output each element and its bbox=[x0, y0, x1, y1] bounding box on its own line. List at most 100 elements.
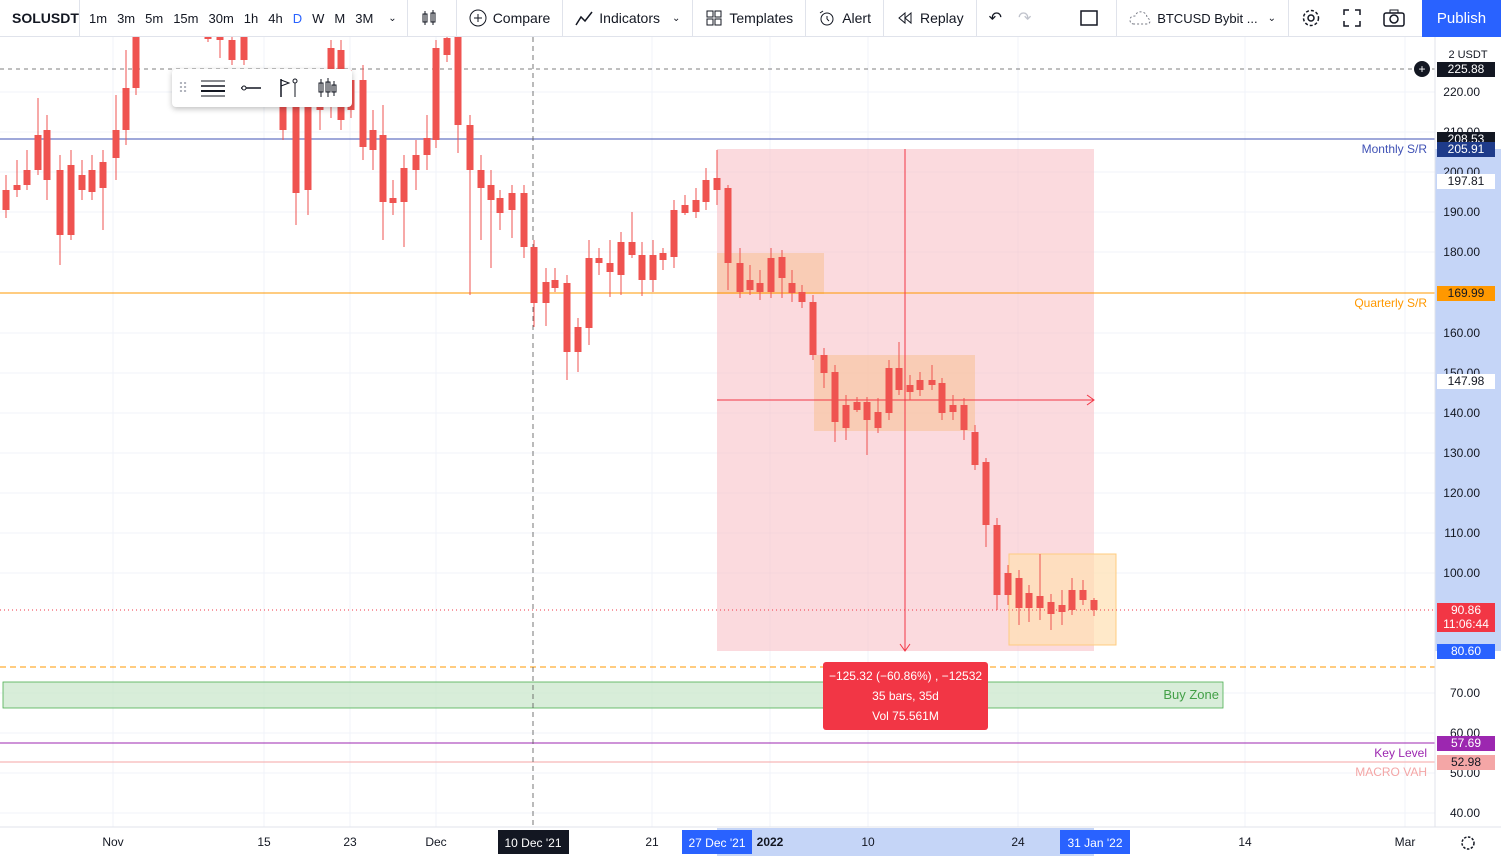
candle-body bbox=[659, 253, 667, 260]
candle-body bbox=[842, 405, 850, 428]
price-label: 57.69 bbox=[1451, 736, 1481, 750]
compare-button[interactable]: Compare bbox=[461, 0, 559, 37]
price-label-bg bbox=[1437, 142, 1495, 157]
replay-label: Replay bbox=[919, 10, 964, 26]
macro-vah-label: MACRO VAH bbox=[1355, 765, 1427, 779]
divider bbox=[882, 0, 884, 37]
line-style-button[interactable] bbox=[194, 69, 232, 107]
bar-style-button[interactable] bbox=[412, 0, 452, 37]
undo-button[interactable]: ↶ bbox=[981, 0, 1010, 37]
horizontal-line-button[interactable] bbox=[232, 69, 270, 107]
symbol-search[interactable]: SOLUSDT bbox=[0, 0, 80, 37]
drag-handle[interactable]: ⠿ bbox=[177, 79, 189, 96]
candles-icon bbox=[422, 10, 436, 25]
candle-body bbox=[713, 178, 721, 190]
price-tick-label: 190.00 bbox=[1443, 205, 1480, 219]
flag-tool-button[interactable] bbox=[270, 69, 308, 107]
time-tick-label: 24 bbox=[1011, 835, 1025, 849]
snapshot-button[interactable] bbox=[1375, 0, 1419, 37]
alert-button[interactable]: Alert bbox=[810, 0, 879, 37]
candle-body bbox=[216, 37, 224, 40]
chart-pane[interactable]: Monthly S/R Quarterly S/R Buy Zone Key L… bbox=[0, 37, 1501, 861]
candle-body bbox=[788, 283, 796, 293]
measure-change: −125.32 (−60.86%) , −12532 bbox=[828, 669, 983, 683]
divider bbox=[406, 0, 408, 37]
quarterly-sr-label: Quarterly S/R bbox=[1354, 296, 1427, 310]
interval-3M[interactable]: 3M bbox=[355, 10, 374, 26]
indicators-button[interactable]: Indicators ⌄ bbox=[567, 0, 688, 37]
line-width-icon bbox=[201, 80, 225, 97]
settings-button[interactable] bbox=[1293, 0, 1335, 37]
candle-body bbox=[874, 412, 882, 428]
candle-series bbox=[2, 37, 1098, 630]
divider bbox=[975, 0, 977, 37]
measure-arrowhead-down bbox=[899, 643, 911, 652]
price-label: 169.99 bbox=[1448, 286, 1485, 300]
candle-body bbox=[530, 247, 538, 303]
candle-body bbox=[831, 372, 839, 422]
add-level-icon[interactable] bbox=[1414, 61, 1430, 77]
candle-body bbox=[895, 368, 903, 390]
price-axis-currency: 2 USDT bbox=[1448, 49, 1487, 61]
candle-body bbox=[508, 193, 516, 210]
candle-body bbox=[379, 135, 387, 202]
candle-body bbox=[496, 198, 504, 213]
time-ticks: Nov 15 23 Dec 21 2022 10 24 14 Mar bbox=[102, 835, 1415, 849]
price-tick-label: 140.00 bbox=[1443, 406, 1480, 420]
time-axis-settings[interactable] bbox=[1461, 836, 1475, 850]
candle-body bbox=[112, 130, 120, 158]
candle-body bbox=[88, 170, 96, 192]
candle-body bbox=[389, 198, 397, 203]
plus-circle-icon bbox=[469, 9, 487, 27]
candle-body bbox=[809, 302, 817, 355]
chevron-down-icon: ⌄ bbox=[671, 12, 681, 24]
interval-1m[interactable]: 1m bbox=[89, 10, 108, 26]
layout-button[interactable] bbox=[1072, 0, 1112, 37]
candle-body bbox=[56, 170, 64, 235]
candle-body bbox=[542, 282, 550, 303]
candle-body bbox=[746, 280, 754, 290]
drawing-floating-toolbar: ⠿ bbox=[172, 69, 352, 107]
symbol-selector[interactable]: BTCUSD Bybit ... ⌄ bbox=[1121, 0, 1284, 37]
interval-D[interactable]: D bbox=[292, 10, 303, 26]
divider bbox=[1116, 0, 1118, 37]
interval-M[interactable]: M bbox=[334, 10, 346, 26]
candle-body bbox=[432, 48, 440, 140]
price-label: 11:06:44 bbox=[1443, 617, 1489, 631]
flag-icon bbox=[280, 78, 298, 97]
interval-5m[interactable]: 5m bbox=[145, 10, 164, 26]
fullscreen-button[interactable] bbox=[1335, 0, 1375, 37]
candle-body bbox=[853, 402, 861, 410]
measure-arrowhead-right bbox=[1086, 394, 1095, 406]
gear-icon[interactable] bbox=[1461, 836, 1475, 850]
candle-body bbox=[971, 432, 979, 465]
interval-3m[interactable]: 3m bbox=[117, 10, 136, 26]
compare-label: Compare bbox=[492, 10, 551, 26]
candle-body bbox=[585, 258, 593, 328]
candle-body bbox=[1036, 596, 1044, 608]
time-tick-label: Mar bbox=[1395, 835, 1416, 849]
candle-body bbox=[670, 210, 678, 257]
interval-W[interactable]: W bbox=[312, 10, 325, 26]
candle-body bbox=[1047, 602, 1055, 614]
candles-style-button[interactable] bbox=[308, 69, 346, 107]
candle-body bbox=[551, 280, 559, 288]
interval-30m[interactable]: 30m bbox=[208, 10, 234, 26]
candle-body bbox=[359, 80, 367, 147]
chevron-down-icon[interactable]: ⌄ bbox=[388, 12, 397, 24]
templates-button[interactable]: Templates bbox=[697, 0, 801, 37]
price-tick-label: 70.00 bbox=[1450, 686, 1480, 700]
redo-button[interactable]: ↷ bbox=[1010, 0, 1039, 37]
candle-body bbox=[702, 180, 710, 202]
interval-1h[interactable]: 1h bbox=[243, 10, 259, 26]
price-tick-label: 100.00 bbox=[1443, 566, 1480, 580]
indicators-icon bbox=[575, 11, 593, 26]
interval-4h[interactable]: 4h bbox=[268, 10, 283, 26]
candle-body bbox=[132, 37, 140, 88]
publish-button[interactable]: Publish bbox=[1422, 0, 1501, 37]
interval-15m[interactable]: 15m bbox=[173, 10, 199, 26]
interval-list: 1m 3m 5m 15m 30m 1h 4h D W M 3M bbox=[80, 11, 382, 26]
measure-bars: 35 bars, 35d bbox=[872, 689, 939, 703]
replay-button[interactable]: Replay bbox=[888, 0, 972, 37]
candle-body bbox=[949, 405, 957, 412]
